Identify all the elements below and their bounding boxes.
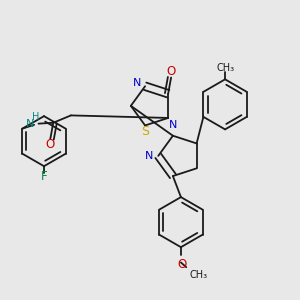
Text: N: N: [169, 120, 177, 130]
Text: F: F: [41, 170, 47, 183]
Text: O: O: [177, 258, 186, 271]
Text: CH₃: CH₃: [190, 270, 208, 280]
Text: CH₃: CH₃: [216, 63, 234, 73]
Text: N: N: [133, 78, 142, 88]
Text: H: H: [32, 112, 39, 122]
Text: O: O: [46, 138, 55, 151]
Text: N: N: [145, 151, 153, 161]
Text: O: O: [167, 65, 176, 78]
Text: N: N: [26, 119, 34, 129]
Text: S: S: [141, 125, 149, 138]
